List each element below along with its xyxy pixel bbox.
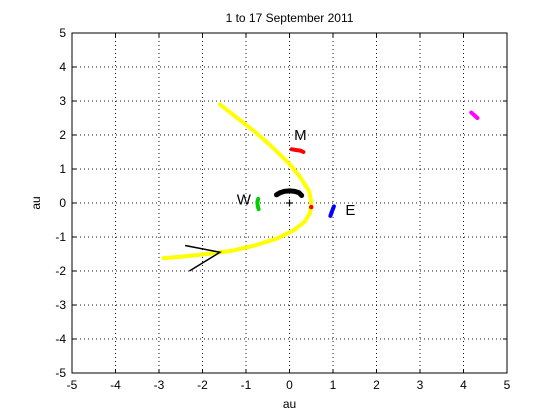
- y-axis-label: au: [29, 196, 43, 209]
- direction-arrow: [184, 244, 222, 272]
- sun-arc-track: [274, 188, 305, 198]
- chart-title: 1 to 17 September 2011: [226, 11, 354, 25]
- y-tick-label: -1: [55, 230, 66, 244]
- x-tick-label: -2: [197, 378, 208, 392]
- x-tick-label: 1: [330, 378, 337, 392]
- y-tick-label: 5: [59, 26, 66, 40]
- data-layer: [161, 102, 480, 272]
- venus-track: [255, 196, 261, 212]
- x-tick-label: -1: [241, 378, 252, 392]
- comet-marker: [309, 204, 314, 210]
- sun-marker: [286, 199, 293, 207]
- y-tick-label: -5: [55, 366, 66, 380]
- comet-tail-track: [161, 102, 314, 261]
- annotation-label-e: E: [345, 202, 355, 219]
- x-axis-label: au: [283, 397, 296, 411]
- x-tick-label: 4: [460, 378, 467, 392]
- annotations: M W E: [237, 127, 356, 219]
- grid: [72, 33, 507, 373]
- jupiter-track: [469, 110, 480, 120]
- y-tick-label: 0: [59, 196, 66, 210]
- y-tick-label: 4: [59, 60, 66, 74]
- x-tick-label: 5: [504, 378, 511, 392]
- x-tick-label: -3: [154, 378, 165, 392]
- y-tick-label: 2: [59, 128, 66, 142]
- axes-frame: [71, 32, 508, 374]
- ticks: -5 -4 -3 -2 -1 0 1 2 3 4 5 -5 -4 -3 -2 -1 0 1 2 3 4 5: [55, 26, 510, 392]
- mercury-track: [289, 147, 306, 154]
- x-tick-label: 2: [373, 378, 380, 392]
- earth-track: [328, 204, 336, 218]
- y-tick-label: -4: [55, 332, 66, 346]
- y-tick-label: -2: [55, 264, 66, 278]
- x-tick-label: -5: [67, 378, 78, 392]
- y-tick-label: 3: [59, 94, 66, 108]
- x-tick-label: 0: [286, 378, 293, 392]
- annotation-label-m: M: [294, 127, 307, 144]
- annotation-label-w: W: [237, 192, 252, 209]
- y-tick-label: -3: [55, 298, 66, 312]
- x-tick-label: 3: [417, 378, 424, 392]
- y-tick-label: 1: [59, 162, 66, 176]
- x-tick-label: -4: [110, 378, 121, 392]
